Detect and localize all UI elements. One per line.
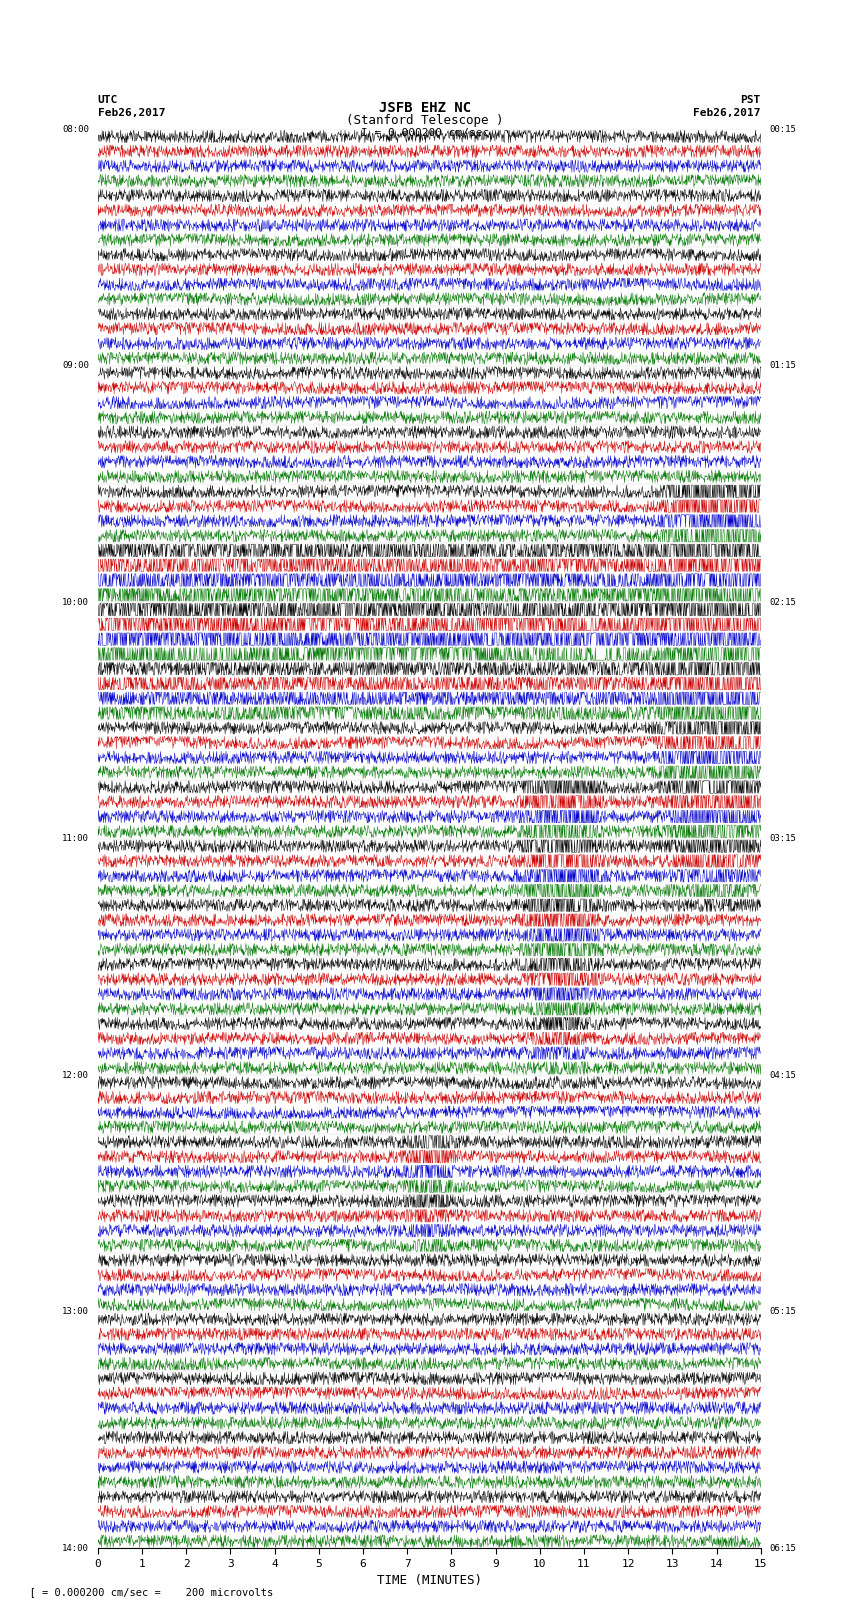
Text: 13:00: 13:00 [62, 1308, 89, 1316]
Text: PST: PST [740, 95, 761, 105]
Text: JSFB EHZ NC: JSFB EHZ NC [379, 102, 471, 116]
Text: 14:00: 14:00 [62, 1544, 89, 1553]
Text: 12:00: 12:00 [62, 1071, 89, 1079]
Text: 01:15: 01:15 [769, 361, 796, 369]
Text: 09:00: 09:00 [62, 361, 89, 369]
Text: [ = 0.000200 cm/sec =    200 microvolts: [ = 0.000200 cm/sec = 200 microvolts [17, 1587, 273, 1597]
Text: Feb26,2017: Feb26,2017 [98, 108, 165, 118]
Text: 10:00: 10:00 [62, 598, 89, 606]
Text: 08:00: 08:00 [62, 124, 89, 134]
Text: 04:15: 04:15 [769, 1071, 796, 1079]
Text: 06:15: 06:15 [769, 1544, 796, 1553]
Text: 03:15: 03:15 [769, 834, 796, 844]
Text: UTC: UTC [98, 95, 118, 105]
Text: (Stanford Telescope ): (Stanford Telescope ) [346, 113, 504, 127]
X-axis label: TIME (MINUTES): TIME (MINUTES) [377, 1574, 482, 1587]
Text: Feb26,2017: Feb26,2017 [694, 108, 761, 118]
Text: 05:15: 05:15 [769, 1308, 796, 1316]
Text: I = 0.000200 cm/sec: I = 0.000200 cm/sec [361, 127, 489, 139]
Text: 02:15: 02:15 [769, 598, 796, 606]
Text: 11:00: 11:00 [62, 834, 89, 844]
Text: 00:15: 00:15 [769, 124, 796, 134]
